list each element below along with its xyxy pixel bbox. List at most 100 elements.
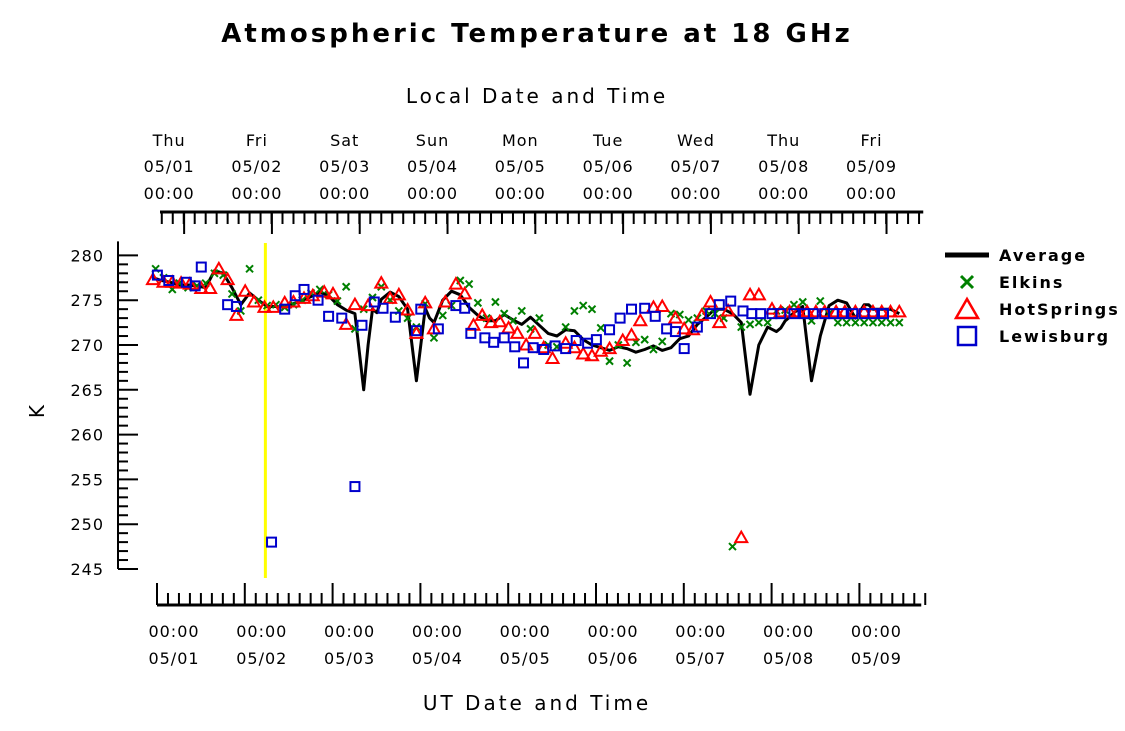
hotsprings-point (155, 274, 172, 288)
hotsprings-point (799, 303, 815, 318)
local-tick-date: 05/04 (407, 157, 458, 176)
lewisburg-point (323, 310, 335, 322)
hotsprings-point (711, 314, 728, 329)
lewisburg-point (479, 332, 491, 344)
elkins-x-stroke (666, 309, 676, 318)
lewisburg-point (459, 302, 471, 314)
elkins-x-stroke (816, 296, 825, 306)
local-tick-time: 00:00 (407, 184, 458, 203)
elkins-x-stroke (438, 311, 447, 320)
legend-item: HotSprings (953, 296, 1120, 320)
lewisburg-point (509, 341, 521, 353)
lewisburg-point (705, 308, 717, 320)
hotsprings-point (164, 274, 181, 288)
local-tick-time: 00:00 (319, 184, 370, 203)
y-tick-label: 270 (70, 336, 104, 355)
y-tick-label: 245 (70, 560, 104, 579)
lewisburg-point (349, 481, 361, 493)
hotsprings-point (360, 297, 376, 312)
hotsprings-point (891, 303, 908, 318)
hotsprings-point (256, 299, 273, 313)
y-tick-label: 280 (70, 246, 104, 265)
legend-item: Average (945, 246, 1085, 265)
local-tick-date: 05/06 (583, 157, 634, 176)
hotsprings-point (408, 325, 425, 339)
hotsprings-point (865, 303, 881, 318)
elkins-point (464, 279, 474, 289)
lewisburg-point (713, 299, 725, 311)
elkins-point (737, 322, 746, 332)
elkins-x-stroke (789, 300, 799, 309)
hotsprings-point (338, 316, 354, 330)
lewisburg-point (549, 340, 561, 352)
elkins-point (491, 297, 500, 307)
lewisburg-point (639, 302, 651, 314)
lewisburg-point (389, 311, 401, 323)
local-tick-time: 00:00 (144, 184, 195, 203)
elkins-x-stroke (640, 335, 649, 344)
elkins-point (649, 345, 658, 354)
elkins-x-stroke (517, 306, 526, 316)
elkins-point (473, 298, 483, 308)
lewisburg-point (312, 294, 324, 306)
elkins-point (745, 320, 755, 329)
hotsprings-point (544, 350, 561, 364)
hotsprings-point (219, 271, 236, 286)
lewisburg-point (649, 310, 661, 322)
elkins-point (658, 337, 667, 346)
elkins-point (596, 323, 605, 333)
elkins-point (842, 318, 851, 327)
lewisburg-point (230, 300, 242, 312)
lewisburg-point (746, 308, 758, 320)
local-tick-date: 05/09 (846, 157, 897, 176)
local-tick-weekday: Fri (860, 131, 882, 150)
hotsprings-point (527, 325, 543, 339)
hotsprings-point (448, 276, 464, 290)
lewisburg-point (410, 325, 422, 337)
elkins-x-stroke (859, 318, 869, 327)
axes (117, 210, 927, 607)
ut-tick-date: 05/02 (236, 649, 287, 668)
hotsprings-point (856, 303, 872, 318)
lewisburg-point (432, 323, 444, 335)
lewisburg-point (527, 342, 539, 354)
hotsprings-point (474, 307, 490, 321)
elkins-point (728, 542, 737, 551)
elkins-point (877, 318, 886, 327)
elkins-point (789, 300, 799, 309)
local-tick-weekday: Thu (766, 131, 800, 150)
hotsprings-point (847, 303, 864, 318)
chart-title: Atmospheric Temperature at 18 GHz (221, 19, 853, 49)
elkins-x-stroke (526, 324, 535, 334)
elkins-x-stroke (868, 318, 878, 327)
y-axis-title: K (25, 402, 49, 418)
local-tick-time: 00:00 (231, 184, 282, 203)
lewisburg-point (847, 308, 859, 320)
elkins-point (570, 306, 579, 316)
hotsprings-point (575, 345, 591, 360)
legend-label: HotSprings (999, 300, 1120, 319)
hotsprings-point (828, 303, 844, 318)
lewisburg-point (560, 343, 572, 355)
elkins-x-stroke (745, 320, 755, 329)
lewisburg-point (867, 308, 879, 320)
lewisburg-point (626, 303, 638, 315)
y-tick-label: 260 (70, 426, 104, 445)
lewisburg-point (725, 295, 737, 307)
legend-label: Lewisburg (999, 327, 1110, 346)
lewisburg-point (368, 296, 380, 308)
elkins-point (438, 311, 447, 320)
lewisburg-point (518, 357, 530, 369)
elkins-x-stroke (245, 264, 254, 274)
lewisburg-point (415, 303, 427, 315)
hotsprings-point (296, 290, 312, 304)
plot-area (145, 260, 908, 551)
lewisburg-point (289, 290, 301, 302)
elkins-x-stroke (227, 289, 237, 299)
elkins-point (245, 264, 254, 274)
local-tick-weekday: Thu (152, 131, 186, 150)
elkins-x-stroke (587, 304, 597, 314)
elkins-x-stroke (561, 322, 570, 332)
legend-label: Elkins (999, 273, 1064, 292)
